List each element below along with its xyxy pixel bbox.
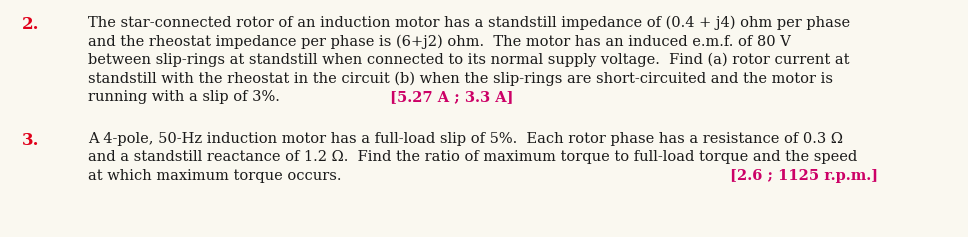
Text: [5.27 A ; 3.3 A]: [5.27 A ; 3.3 A] [390, 90, 513, 104]
Text: and the rheostat impedance per phase is (6+j2) ohm.  The motor has an induced e.: and the rheostat impedance per phase is … [88, 35, 791, 49]
Text: between slip-rings at standstill when connected to its normal supply voltage.  F: between slip-rings at standstill when co… [88, 53, 850, 67]
Text: at which maximum torque occurs.: at which maximum torque occurs. [88, 169, 342, 183]
Text: 3.: 3. [22, 132, 40, 149]
Text: The star-connected rotor of an induction motor has a standstill impedance of (0.: The star-connected rotor of an induction… [88, 16, 850, 30]
Text: 2.: 2. [22, 16, 40, 33]
Text: running with a slip of 3%.: running with a slip of 3%. [88, 90, 280, 104]
Text: and a standstill reactance of 1.2 Ω.  Find the ratio of maximum torque to full-l: and a standstill reactance of 1.2 Ω. Fin… [88, 150, 858, 164]
Text: A 4-pole, 50-Hz induction motor has a full-load slip of 5%.  Each rotor phase ha: A 4-pole, 50-Hz induction motor has a fu… [88, 132, 843, 146]
Text: standstill with the rheostat in the circuit (b) when the slip-rings are short-ci: standstill with the rheostat in the circ… [88, 72, 833, 86]
Text: [2.6 ; 1125 r.p.m.]: [2.6 ; 1125 r.p.m.] [730, 169, 878, 183]
